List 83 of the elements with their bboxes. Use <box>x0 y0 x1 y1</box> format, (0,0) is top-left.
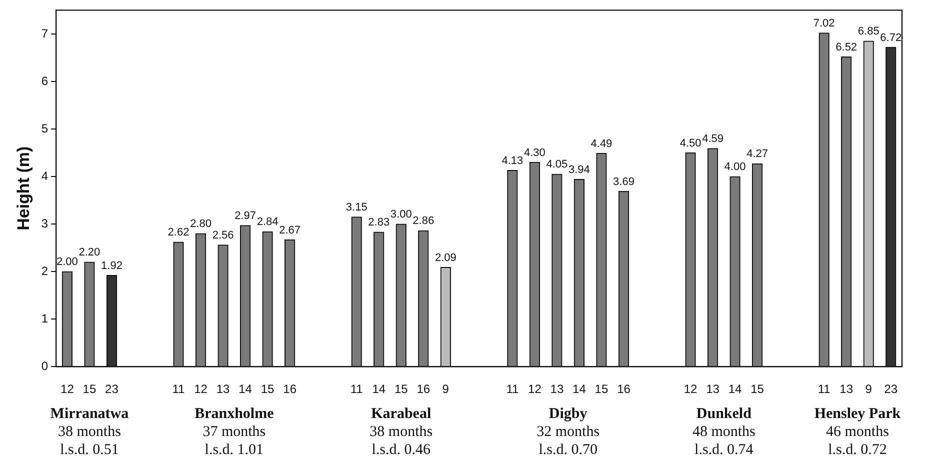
x-tick-label: 13 <box>706 382 720 396</box>
x-tick-label: 15 <box>394 382 408 396</box>
x-tick-label: 9 <box>865 382 872 396</box>
text: Digby <box>548 406 588 422</box>
data-label: 2.67 <box>279 224 301 236</box>
text: Mirranatwa <box>50 406 130 422</box>
y-tick-label: 7 <box>41 26 48 40</box>
text: 37 months <box>202 424 266 440</box>
y-tick-label: 2 <box>41 264 48 278</box>
data-label: 2.84 <box>256 216 278 228</box>
data-label: 4.50 <box>680 137 702 150</box>
text: l.s.d. 0.70 <box>538 442 598 458</box>
x-tick-label: 13 <box>840 382 854 396</box>
text: 48 months <box>692 424 756 440</box>
text: l.s.d. 0.74 <box>694 442 754 458</box>
data-label: 3.00 <box>390 208 412 221</box>
x-tick-label: 23 <box>105 382 119 396</box>
text: l.s.d. 0.46 <box>372 442 431 458</box>
x-tick-label: 16 <box>416 382 430 396</box>
data-label: 2.62 <box>168 226 190 239</box>
text: 46 months <box>826 424 890 440</box>
x-tick-label: 16 <box>617 382 631 396</box>
y-tick-label: 0 <box>41 358 48 373</box>
data-label: 4.00 <box>724 161 746 174</box>
data-label: 6.52 <box>836 41 858 54</box>
data-label: 4.30 <box>524 146 546 159</box>
data-label: 7.02 <box>813 18 835 30</box>
data-label: 2.09 <box>434 252 456 264</box>
y-axis-title: Height (m) <box>14 146 33 230</box>
text: l.s.d. 0.51 <box>60 442 119 458</box>
data-label: 2.83 <box>368 216 390 229</box>
x-tick-label: 13 <box>550 382 564 396</box>
data-label: 4.49 <box>590 138 612 150</box>
data-label: 2.20 <box>78 246 100 259</box>
x-tick-label: 12 <box>194 382 208 396</box>
text: Hensley Park <box>814 406 902 422</box>
text: l.s.d. 0.72 <box>828 442 887 458</box>
data-label: 6.72 <box>880 32 902 44</box>
data-label: 4.59 <box>702 133 724 146</box>
data-label: 3.94 <box>568 164 590 176</box>
x-tick-label: 15 <box>750 382 764 396</box>
data-label: 6.85 <box>858 26 880 38</box>
y-tick-label: 4 <box>41 168 48 183</box>
x-tick-label: 15 <box>260 382 275 396</box>
text: l.s.d. 1.01 <box>204 442 264 458</box>
data-label: 2.86 <box>412 215 434 228</box>
data-label: 3.15 <box>346 201 368 214</box>
data-label: 3.69 <box>613 176 634 188</box>
y-tick-label: 3 <box>41 216 48 230</box>
x-tick-label: 13 <box>216 382 230 396</box>
data-label: 2.97 <box>234 210 256 222</box>
text: Dunkeld <box>696 406 752 422</box>
x-tick-label: 11 <box>172 382 186 396</box>
x-tick-label: 12 <box>684 382 698 396</box>
x-tick-label: 14 <box>572 382 586 396</box>
text: 38 months <box>370 424 433 440</box>
data-label: 2.00 <box>56 256 78 268</box>
x-tick-label: 12 <box>60 382 74 396</box>
x-tick-label: 14 <box>372 382 386 396</box>
data-label: 4.27 <box>746 148 768 160</box>
data-label: 4.05 <box>546 158 568 171</box>
x-tick-label: 11 <box>818 382 831 396</box>
x-tick-label: 15 <box>82 382 96 396</box>
x-tick-label: 12 <box>528 382 542 396</box>
x-tick-label: 14 <box>238 382 252 396</box>
text: Branxholme <box>194 406 274 422</box>
data-label: 2.80 <box>190 218 212 230</box>
data-label: 1.92 <box>101 260 122 272</box>
x-tick-label: 16 <box>283 382 297 396</box>
x-tick-label: 15 <box>594 382 608 396</box>
text: 32 months <box>536 424 600 440</box>
y-tick-label: 5 <box>41 121 48 136</box>
x-tick-label: 9 <box>442 382 450 396</box>
x-tick-label: 11 <box>506 382 519 396</box>
y-tick-label: 6 <box>41 74 48 88</box>
data-label: 4.13 <box>502 154 524 167</box>
x-tick-label: 14 <box>728 382 742 396</box>
y-tick-label: 1 <box>41 311 48 326</box>
data-label: 2.56 <box>212 229 234 242</box>
text: Karabeal <box>371 406 432 422</box>
x-tick-label: 23 <box>884 382 898 396</box>
x-tick-label: 11 <box>350 382 364 396</box>
text: 38 months <box>58 424 122 440</box>
